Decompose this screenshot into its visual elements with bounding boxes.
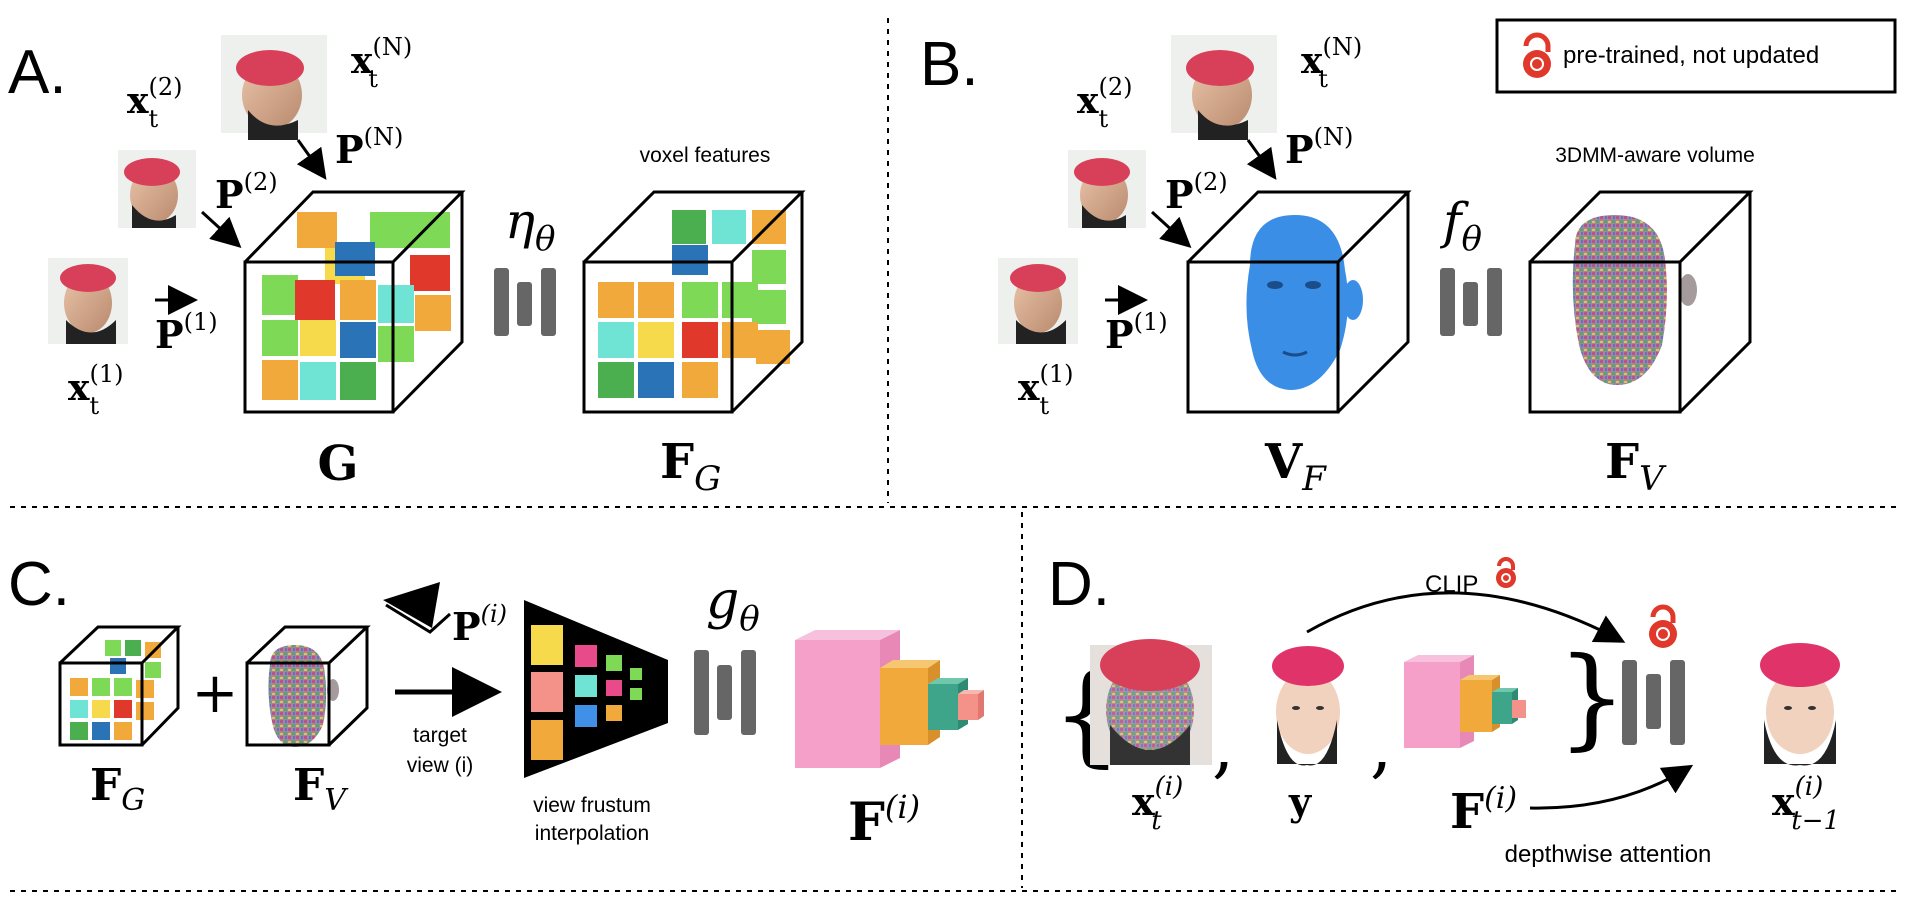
network-g xyxy=(694,650,756,735)
svg-text:x(2)t: x(2) t xyxy=(127,73,182,133)
svg-text:view (i): view (i) xyxy=(407,754,474,777)
legend: pre-trained, not updated xyxy=(1495,18,1897,94)
input-image-n-b xyxy=(1171,35,1277,140)
svg-text:FG: FG xyxy=(660,434,721,499)
svg-text:x(2)t: x(2) t xyxy=(1077,73,1132,133)
view-frustum xyxy=(524,600,668,778)
svg-text:P(i): P(i) xyxy=(452,600,507,649)
panel-c: C. + xyxy=(8,550,984,853)
panel-a-letter: A. xyxy=(8,38,67,107)
svg-text:x(1)t: x(1) t xyxy=(1018,360,1073,420)
noisy-input-image xyxy=(1090,639,1212,765)
panel-separators xyxy=(10,18,1898,892)
voxel-features-cube xyxy=(582,190,806,414)
panel-a: A. x(2) t x(N) t P(N) P(2) P(1) x(1) t xyxy=(8,33,806,499)
svg-text:P(1): P(1) xyxy=(1105,308,1168,357)
svg-text:,: , xyxy=(1212,705,1234,787)
face-mesh-cube xyxy=(1186,190,1412,414)
output-image xyxy=(1752,643,1848,766)
svg-text:P(2): P(2) xyxy=(1165,168,1228,217)
small-volume-cube xyxy=(245,625,371,747)
svg-text:x(1)t: x(1) t xyxy=(68,360,123,420)
network-diffusion xyxy=(1622,660,1685,745)
svg-text:FG: FG xyxy=(90,760,145,818)
svg-text:P(1): P(1) xyxy=(155,308,218,357)
feature-pyramid xyxy=(795,630,984,768)
panel-b-letter: B. xyxy=(920,30,979,99)
camera-icon xyxy=(383,582,440,628)
svg-text:interpolation: interpolation xyxy=(535,822,649,845)
lock-icon-clip xyxy=(1496,557,1516,588)
feature-pyramid-small xyxy=(1404,655,1526,748)
svg-text:P(N): P(N) xyxy=(335,123,403,172)
small-voxel-cube xyxy=(58,625,182,747)
svg-text:ηθ: ηθ xyxy=(505,192,555,259)
svg-text:VF: VF xyxy=(1264,434,1327,499)
input-image-1-b xyxy=(998,258,1078,344)
svg-text:FV: FV xyxy=(1605,434,1667,499)
voxel-grid-cube xyxy=(243,190,466,414)
input-image-2 xyxy=(118,150,196,228)
clip-label: CLIP xyxy=(1425,571,1478,598)
svg-text:x(i)t−1: x(i) t−1 xyxy=(1772,772,1840,836)
input-image-2-b xyxy=(1068,150,1146,228)
input-image-1 xyxy=(48,258,128,344)
svg-text:,: , xyxy=(1370,705,1392,787)
svg-text:}: } xyxy=(1557,633,1627,761)
svg-text:target: target xyxy=(413,724,467,747)
network-eta xyxy=(494,268,556,336)
label-g: G xyxy=(318,436,359,492)
network-f xyxy=(1440,268,1502,336)
panel-c-letter: C. xyxy=(8,550,70,619)
panel-b: B. pre-trained, not updated xyxy=(920,18,1897,499)
panel-d: D. { , x(i) t , y xyxy=(1048,550,1848,868)
svg-text:F(i): F(i) xyxy=(848,788,920,853)
volume-caption: 3DMM-aware volume xyxy=(1555,144,1755,167)
legend-text: pre-trained, not updated xyxy=(1563,42,1819,69)
svg-text:x(N)t: x(N) t xyxy=(1301,33,1362,93)
panel-d-letter: D. xyxy=(1048,550,1110,619)
plus-sign: + xyxy=(192,661,239,726)
svg-text:P(2): P(2) xyxy=(215,168,278,217)
svg-text:view frustum: view frustum xyxy=(533,794,651,817)
svg-text:P(N): P(N) xyxy=(1285,123,1353,172)
svg-text:y: y xyxy=(1288,779,1312,824)
lock-icon-network xyxy=(1649,604,1677,648)
3dmm-volume-cube xyxy=(1528,190,1754,414)
input-image-n xyxy=(221,35,327,140)
reference-image xyxy=(1262,646,1356,766)
svg-text:gθ: gθ xyxy=(706,571,760,639)
lock-icon xyxy=(1523,32,1551,78)
voxel-features-caption: voxel features xyxy=(640,144,771,167)
svg-text:x(i)t: x(i) t xyxy=(1132,772,1183,836)
depthwise-label: depthwise attention xyxy=(1505,841,1712,868)
svg-text:x(N)t: x(N) t xyxy=(351,33,412,93)
svg-text:FV: FV xyxy=(293,760,349,818)
svg-text:fθ: fθ xyxy=(1439,192,1482,259)
svg-text:F(i): F(i) xyxy=(1450,781,1517,840)
